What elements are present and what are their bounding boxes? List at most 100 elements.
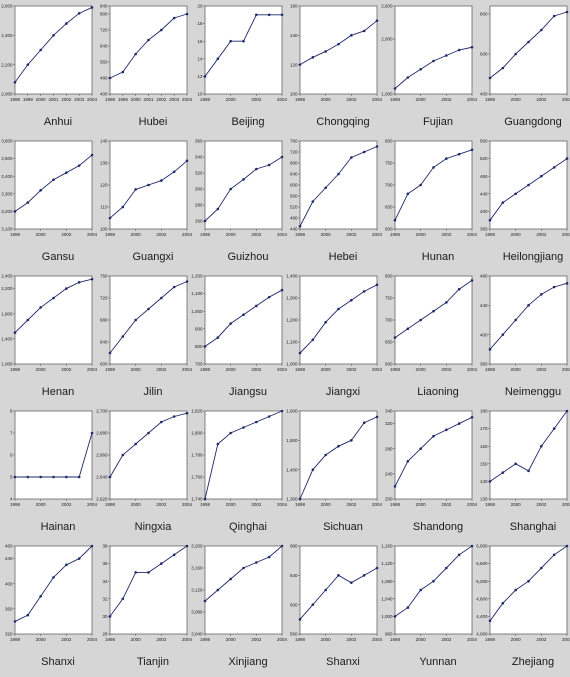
panel-jiangsu-14: 700 800 900 1,000 1,100 1,200 1998 2000 2002 2004… bbox=[190, 270, 287, 405]
y-tick-label: 2,000 bbox=[381, 37, 393, 42]
y-tick-label: 2,640 bbox=[96, 475, 108, 480]
data-point bbox=[242, 39, 245, 43]
y-tick-label: 30 bbox=[102, 614, 108, 619]
y-tick-label: 600 bbox=[480, 52, 488, 57]
data-point bbox=[432, 579, 435, 583]
y-tick-label: 560 bbox=[290, 632, 298, 637]
x-tick-label: 1998 bbox=[10, 637, 21, 642]
data-point bbox=[65, 22, 68, 25]
line-chart: 600 650 700 750 800 1998 2000 2002 2004 bbox=[385, 274, 478, 372]
y-tick-label: 140 bbox=[480, 479, 488, 484]
x-tick-label: 1998 bbox=[105, 367, 116, 372]
y-tick-label: 280 bbox=[195, 203, 203, 208]
data-point bbox=[501, 66, 505, 70]
x-tick-label: 1998 bbox=[10, 97, 21, 102]
y-tick-label: 750 bbox=[385, 161, 393, 166]
x-tick-label: 1998 bbox=[485, 232, 496, 237]
y-tick-label: 4 bbox=[10, 497, 13, 502]
plot-area bbox=[109, 275, 188, 365]
data-point bbox=[324, 50, 327, 53]
data-point bbox=[185, 280, 189, 283]
data-point bbox=[324, 453, 327, 457]
y-tick-label: 440 bbox=[290, 227, 298, 232]
data-point bbox=[90, 544, 94, 548]
x-tick-label: 1998 bbox=[200, 232, 211, 237]
y-tick-label: 160 bbox=[480, 444, 488, 449]
y-tick-label: 360 bbox=[195, 139, 203, 144]
line-chart: 600 640 680 720 760 1998 2000 2002 2004 bbox=[100, 274, 193, 372]
data-point bbox=[432, 59, 435, 63]
panel-title: Sichuan bbox=[323, 521, 363, 533]
data-point bbox=[39, 475, 42, 479]
plot-area bbox=[14, 545, 93, 635]
data-point bbox=[160, 562, 163, 565]
line-chart: 2,620 2,640 2,660 2,680 2,700 1998 2000 2002 200… bbox=[96, 409, 192, 507]
panel-title: Shanghai bbox=[509, 521, 557, 533]
y-tick-label: 760 bbox=[100, 274, 108, 279]
data-point bbox=[432, 434, 435, 438]
y-tick-label: 2,000 bbox=[1, 92, 13, 97]
y-tick-label: 600 bbox=[385, 227, 393, 232]
y-tick-label: 2,400 bbox=[1, 33, 13, 38]
y-tick-label: 34 bbox=[102, 579, 108, 584]
x-tick-label: 2004 bbox=[182, 97, 193, 102]
x-tick-label: 2004 bbox=[277, 502, 288, 507]
panel-title: Liaoning bbox=[417, 386, 459, 398]
data-point bbox=[90, 6, 94, 9]
x-tick-label: 2004 bbox=[182, 232, 193, 237]
line-chart: 560 600 640 680 1998 2000 2002 2004 bbox=[290, 544, 383, 642]
data-point bbox=[229, 577, 232, 581]
data-point bbox=[419, 183, 422, 187]
data-point bbox=[565, 409, 569, 413]
y-tick-label: 3,200 bbox=[1, 209, 13, 214]
y-tick-label: 280 bbox=[385, 446, 393, 451]
data-point bbox=[540, 566, 543, 570]
data-point bbox=[52, 475, 55, 479]
y-tick-label: 600 bbox=[290, 183, 298, 188]
panel-henan-12: 1,000 1,400 1,800 2,200 2,400 1998 2000 2002 200… bbox=[0, 270, 97, 405]
data-point bbox=[216, 588, 220, 592]
data-point bbox=[488, 348, 492, 351]
data-point bbox=[147, 307, 150, 311]
x-tick-label: 2004 bbox=[182, 637, 193, 642]
y-tick-label: 120 bbox=[100, 183, 108, 188]
data-point bbox=[501, 471, 505, 474]
data-point bbox=[350, 581, 353, 584]
y-tick-label: 2,600 bbox=[381, 4, 393, 9]
data-point bbox=[432, 166, 435, 169]
data-point bbox=[216, 442, 220, 446]
y-tick-label: 3,100 bbox=[1, 227, 13, 232]
panel-shanghai-23: 130 140 150 160 170 180 1998 2000 2002 2004 Shangh… bbox=[475, 405, 570, 540]
y-tick-label: 300 bbox=[195, 187, 203, 192]
data-point bbox=[172, 553, 176, 557]
panel-beijing-2: 10 12 14 16 18 20 1998 2000 2002 2004 Beijing bbox=[190, 0, 287, 135]
y-tick-label: 480 bbox=[480, 174, 488, 179]
data-point bbox=[121, 335, 125, 338]
x-tick-label: 2002 bbox=[441, 502, 452, 507]
panel-sichuan-21: 1,300 1,400 1,500 1,600 1998 2000 2002 2004 Sich… bbox=[285, 405, 382, 540]
line-chart: 3,040 3,080 3,120 3,160 3,200 1998 2000 2002 200… bbox=[191, 544, 287, 642]
panel-tianjin-25: 28 30 32 34 36 38 1998 2000 2002 2004 Tianjin bbox=[95, 540, 193, 675]
y-tick-label: 2,620 bbox=[96, 497, 108, 502]
y-tick-label: 1,100 bbox=[286, 340, 298, 345]
data-point bbox=[362, 29, 366, 33]
data-point bbox=[470, 279, 474, 282]
x-tick-label: 1998 bbox=[295, 502, 306, 507]
y-tick-label: 140 bbox=[290, 33, 298, 38]
data-point bbox=[26, 318, 30, 322]
data-point bbox=[457, 287, 461, 291]
panel-jilin-13: 600 640 680 720 760 1998 2000 2002 2004 Jilin bbox=[95, 270, 193, 405]
line-chart: 1,740 1,760 1,780 1,800 1,820 1998 2000 2002 200… bbox=[191, 409, 288, 507]
y-tick-label: 720 bbox=[290, 150, 298, 155]
data-point bbox=[552, 285, 556, 289]
data-point bbox=[77, 280, 81, 284]
data-point bbox=[77, 164, 81, 167]
line-chart: 200 240 280 320 340 1998 2000 2002 2004 bbox=[385, 409, 478, 507]
data-point bbox=[160, 28, 163, 32]
x-tick-label: 1998 bbox=[295, 97, 306, 102]
x-tick-label: 1998 bbox=[295, 637, 306, 642]
panel-title: Yunnan bbox=[419, 656, 457, 668]
y-tick-label: 1,760 bbox=[191, 475, 203, 480]
x-tick-label: 2000 bbox=[131, 97, 142, 102]
panel-heilongjiang-11: 360 400 440 480 520 560 1998 2000 2002 2004 Heilon… bbox=[475, 135, 570, 270]
